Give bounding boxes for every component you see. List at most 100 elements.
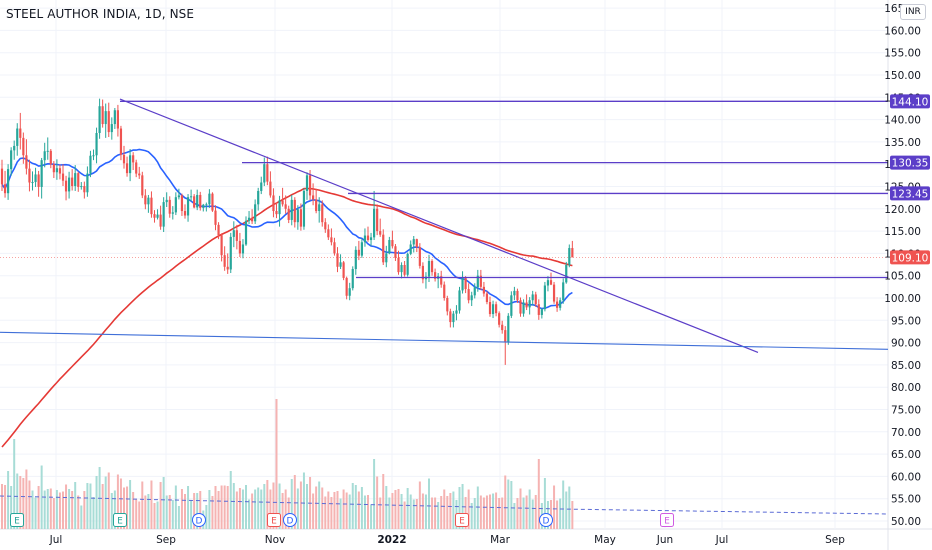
volume-bar <box>62 491 64 529</box>
y-tick-label: 105.00 <box>884 271 921 283</box>
volume-bar <box>565 491 568 529</box>
candle-body <box>40 160 43 187</box>
price-axis[interactable]: 50.00 55.00 60.00 65.00 70.00 75.00 80.00 85.00… <box>884 3 921 528</box>
candle-body <box>257 190 260 205</box>
candle-body <box>7 169 10 194</box>
volume-bar <box>403 501 406 529</box>
volume-bar <box>354 485 357 529</box>
candle-body <box>31 182 34 184</box>
volume-bar <box>272 482 275 529</box>
candle-body <box>64 180 68 192</box>
candle-body <box>357 249 360 256</box>
candle-body <box>138 173 141 176</box>
candle-body <box>49 150 52 165</box>
ma-slow-line <box>1 187 573 448</box>
trend-drawings <box>0 98 889 353</box>
dividend-marker <box>539 513 553 527</box>
volume-bar <box>412 499 415 529</box>
volume-bar <box>269 489 272 529</box>
candle-body <box>86 173 89 193</box>
candle-body <box>394 246 397 258</box>
volume-bar <box>550 500 552 529</box>
volume-bar <box>196 493 199 529</box>
candle-body <box>302 190 306 227</box>
candle-body <box>400 264 403 273</box>
volume-bar <box>278 483 281 529</box>
time-axis[interactable]: Jul Sep Nov 2022 Mar May Jun Jul Sep <box>49 534 846 546</box>
volume-bar <box>1 484 3 529</box>
volume-bar <box>229 471 232 529</box>
volume-bar <box>333 492 336 529</box>
volume-bar <box>559 498 562 529</box>
volume-bar <box>482 497 485 529</box>
candle-body <box>296 209 299 223</box>
earnings-marker <box>660 513 674 527</box>
volume-bar <box>199 491 202 529</box>
candle-body <box>19 128 22 138</box>
volume-bar <box>104 476 107 529</box>
candle-body <box>476 275 479 288</box>
event-marker-label: D <box>543 517 550 527</box>
volume-bar <box>489 494 491 529</box>
candle-body <box>556 301 559 308</box>
event-marker-label: E <box>664 517 670 527</box>
candle-body <box>61 173 65 181</box>
y-tick-label: 160.00 <box>884 25 921 37</box>
candle-body <box>290 199 293 220</box>
x-tick-label: Jul <box>49 534 63 546</box>
candle-body <box>202 204 205 208</box>
volume-bar <box>284 489 287 529</box>
volume-bar <box>498 498 501 529</box>
volume-bar <box>7 471 10 529</box>
volume-bar <box>25 469 28 529</box>
candle-body <box>495 304 498 314</box>
candle-body <box>180 195 184 212</box>
candle-body <box>16 128 19 146</box>
y-tick-label: 55.00 <box>891 494 921 506</box>
candle-body <box>165 199 168 203</box>
candle-body <box>403 264 406 275</box>
candle-body <box>333 242 336 254</box>
volume-bar <box>367 495 369 529</box>
candle-body <box>119 128 123 155</box>
volume-bar <box>306 484 308 529</box>
candle-body <box>537 304 540 315</box>
candle-body <box>409 244 412 254</box>
candle-body <box>391 240 394 247</box>
candle-body <box>171 212 174 214</box>
volume-bar <box>235 491 238 529</box>
candle-body <box>278 200 281 215</box>
candle-body <box>543 285 546 310</box>
candle-body <box>461 277 464 291</box>
volume-bar <box>510 481 513 529</box>
price-labels: 144.10 130.35 123.45 109.10 <box>890 94 930 265</box>
candle-body <box>327 229 330 238</box>
event-marker-label: E <box>117 517 123 527</box>
volume-bar <box>373 459 376 529</box>
candle-body <box>159 214 162 227</box>
candle-body <box>46 150 49 152</box>
candle-body <box>193 196 196 208</box>
y-tick-label: 150.00 <box>884 70 921 82</box>
volume-bar <box>251 493 254 529</box>
candle-body <box>226 266 229 270</box>
price-label-text: 144.10 <box>892 96 929 108</box>
volume-bar <box>336 491 339 529</box>
volume-bar <box>16 473 19 529</box>
candle-body <box>519 300 522 314</box>
candle-body <box>440 276 443 285</box>
candle-body <box>339 262 342 267</box>
currency-badge[interactable]: INR <box>900 4 926 20</box>
candle-body <box>443 284 446 298</box>
candle-body <box>186 197 190 216</box>
volume-bar <box>376 476 379 529</box>
volume-bar <box>86 483 89 529</box>
x-tick-label: Jul <box>715 534 729 546</box>
volume-bar <box>153 503 156 529</box>
volume-bar <box>58 492 61 529</box>
candle-body <box>308 175 312 196</box>
candle-body <box>491 304 495 315</box>
volume-bar <box>95 476 98 529</box>
candle-body <box>287 208 290 220</box>
